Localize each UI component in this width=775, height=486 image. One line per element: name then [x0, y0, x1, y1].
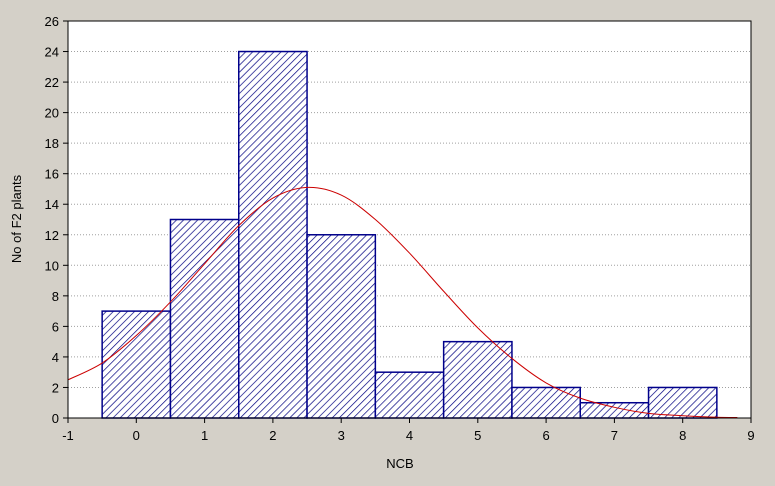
y-tick-label: 2: [52, 380, 59, 395]
y-tick-label: 14: [45, 197, 59, 212]
y-tick-label: 6: [52, 319, 59, 334]
x-tick-label: 2: [269, 428, 276, 443]
y-tick-label: 16: [45, 167, 59, 182]
y-axis-label: No of F2 plants: [9, 174, 24, 263]
histogram-bar: [238, 50, 308, 419]
x-tick-label: 4: [406, 428, 413, 443]
x-axis-label: NCB: [386, 456, 413, 471]
histogram-bar: [306, 234, 377, 419]
y-tick-label: 22: [45, 75, 59, 90]
y-tick-label: 8: [52, 289, 59, 304]
x-tick-label: 0: [133, 428, 140, 443]
y-tick-label: 18: [45, 136, 59, 151]
normal-fit-curve: [67, 186, 738, 419]
histogram-bar: [647, 386, 718, 419]
x-tick-label: 6: [542, 428, 549, 443]
x-tick-label: 1: [201, 428, 208, 443]
histogram-bar: [374, 371, 445, 419]
y-tick-label: 4: [52, 350, 59, 365]
x-tick-label: -1: [62, 428, 74, 443]
histogram-bar: [169, 218, 240, 419]
x-axis-ticks: -1 0 1 2 3 4 5 6 7 8 9: [62, 418, 755, 443]
y-tick-label: 10: [45, 258, 59, 273]
histogram-bar: [442, 340, 513, 419]
bars: [101, 50, 718, 419]
histogram-bar: [101, 310, 172, 419]
x-tick-label: 9: [747, 428, 754, 443]
y-tick-label: 0: [52, 411, 59, 426]
x-tick-label: 3: [338, 428, 345, 443]
y-tick-label: 20: [45, 106, 59, 121]
histogram-bar: [579, 401, 650, 419]
y-tick-label: 26: [45, 14, 59, 29]
x-tick-label: 7: [611, 428, 618, 443]
histogram-bar: [511, 386, 582, 419]
y-tick-label: 12: [45, 228, 59, 243]
x-tick-label: 5: [474, 428, 481, 443]
fitted-curve: [67, 186, 738, 419]
y-tick-label: 24: [45, 45, 59, 60]
x-tick-label: 8: [679, 428, 686, 443]
